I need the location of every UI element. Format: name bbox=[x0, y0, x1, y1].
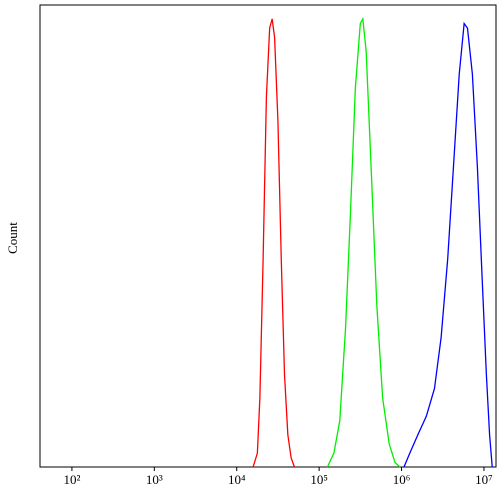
histogram-line bbox=[252, 18, 296, 468]
y-axis-label: Count bbox=[5, 222, 20, 254]
x-tick-label: 10⁷ bbox=[475, 472, 493, 487]
x-tick-label: 10⁶ bbox=[393, 472, 411, 487]
histogram-line bbox=[403, 21, 493, 468]
plot-frame bbox=[39, 4, 497, 468]
x-tick-label: 10³ bbox=[146, 472, 163, 487]
x-tick-label: 10⁵ bbox=[310, 472, 328, 487]
x-tick-label: 10⁴ bbox=[228, 472, 246, 487]
histogram-line bbox=[326, 16, 401, 468]
x-tick-label: 10² bbox=[63, 472, 80, 487]
